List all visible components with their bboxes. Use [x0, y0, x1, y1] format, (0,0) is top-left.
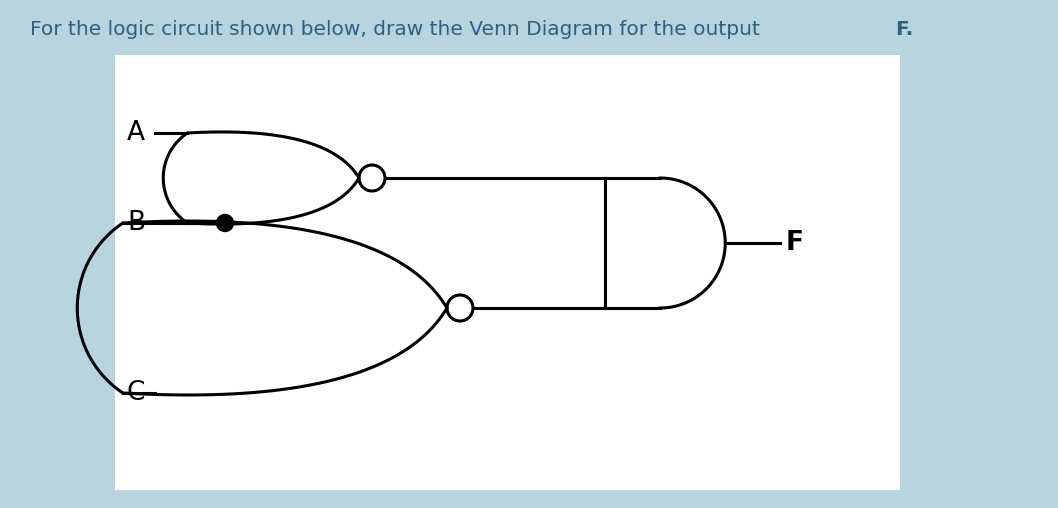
- Text: C: C: [127, 380, 145, 406]
- FancyBboxPatch shape: [115, 55, 900, 490]
- Text: F.: F.: [895, 20, 913, 39]
- Text: For the logic circuit shown below, draw the Venn Diagram for the output: For the logic circuit shown below, draw …: [30, 20, 766, 39]
- Text: B: B: [127, 210, 145, 236]
- Text: F: F: [785, 230, 803, 256]
- Text: A: A: [127, 120, 145, 146]
- Circle shape: [217, 214, 234, 232]
